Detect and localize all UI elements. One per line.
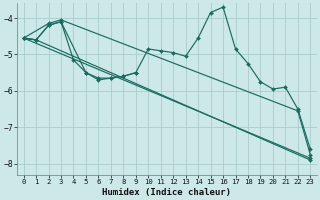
- X-axis label: Humidex (Indice chaleur): Humidex (Indice chaleur): [102, 188, 231, 197]
